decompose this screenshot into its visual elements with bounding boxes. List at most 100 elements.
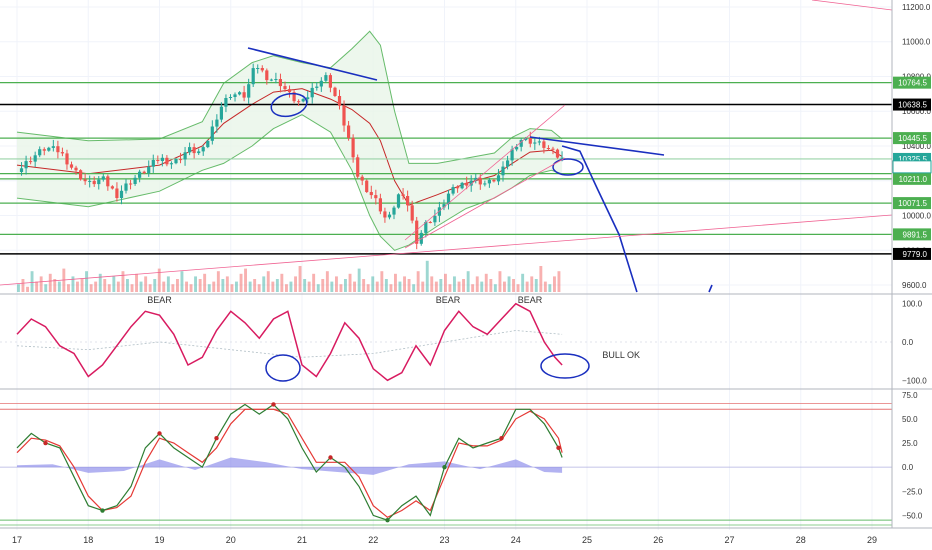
candle-body [428, 222, 432, 223]
volume-bar [375, 281, 379, 292]
candle-body [242, 92, 246, 98]
candle-body [215, 119, 219, 127]
candle-body [260, 68, 264, 71]
x-axis-tick-label: 27 [724, 535, 734, 545]
volume-bar [30, 271, 34, 292]
price-level-tag [893, 132, 931, 145]
candle-body [51, 146, 55, 148]
candle-body [206, 140, 210, 148]
volume-bar [189, 284, 193, 292]
candle-body [424, 222, 428, 233]
volume-bar [235, 281, 238, 292]
candle-body [333, 87, 337, 96]
projection-path[interactable] [561, 145, 638, 293]
candle-body [124, 183, 128, 191]
highlight-circle-2[interactable] [552, 158, 584, 176]
volume-bar [453, 276, 456, 292]
osc2-cross-dot [100, 508, 105, 513]
volume-bar [216, 271, 220, 292]
volume-bar [416, 271, 420, 292]
volume-bar [239, 273, 243, 292]
candle-body [156, 160, 160, 161]
volume-bar [85, 271, 88, 292]
candle-body [92, 180, 96, 185]
candle-body [115, 188, 119, 198]
osc1-signal-label: BEAR [518, 295, 543, 305]
volume-bar [507, 276, 511, 292]
osc2-cross-dot [385, 517, 390, 523]
candle-body [42, 149, 46, 151]
candle-body [492, 179, 496, 182]
volume-bar [444, 273, 447, 292]
volume-bar [403, 276, 406, 292]
candle-body [365, 180, 369, 192]
volume-bar [135, 273, 138, 292]
osc2-axis-tick-label: 75.0 [902, 391, 918, 400]
candle-body [551, 148, 555, 150]
volume-bar [89, 284, 93, 292]
volume-bar [39, 276, 43, 292]
candle-body [224, 98, 228, 107]
volume-bar [71, 276, 75, 292]
volume-bar [335, 276, 338, 292]
candle-body [265, 70, 269, 81]
volume-bar [44, 284, 48, 292]
channel-line-lower [404, 157, 566, 249]
x-axis-tick-label: 20 [226, 535, 236, 545]
candle-body [533, 142, 537, 144]
highlight-circle-3[interactable] [265, 354, 301, 382]
oscillator-panel-2[interactable] [0, 402, 892, 526]
x-axis-tick-label: 17 [12, 535, 22, 545]
volume-bar [539, 266, 543, 292]
highlight-circle-4[interactable] [540, 353, 590, 379]
candle-body [274, 79, 278, 80]
oscillator-panel-1[interactable]: BEAR BEAR BEAR BULL OK [0, 295, 892, 382]
candle-body [269, 79, 273, 81]
osc2-histogram [17, 457, 563, 475]
candle-body [456, 187, 460, 189]
osc2-cross-dot [157, 431, 162, 436]
osc2-k-line [16, 403, 563, 521]
volume-bar [521, 273, 525, 292]
volume-bar [348, 273, 352, 292]
candle-body [160, 157, 164, 161]
price-panel[interactable] [0, 0, 893, 293]
volume-bar [289, 281, 293, 292]
trendline-resistance-1[interactable] [247, 47, 378, 81]
volume-bar [516, 284, 520, 292]
osc1-axis-tick-label: 100.0 [902, 300, 923, 309]
candle-body [238, 92, 242, 95]
candle-body [101, 176, 105, 180]
long-trendline [0, 214, 893, 286]
candle-body [129, 183, 133, 185]
volume-bar [330, 281, 334, 292]
candle-body [138, 171, 142, 178]
candle-body [537, 141, 541, 143]
volume-bar [489, 279, 493, 292]
volume-bar [303, 279, 307, 292]
volume-bar [325, 271, 329, 292]
volume-bar [362, 279, 366, 292]
volume-bar [225, 276, 229, 292]
highlight-circle-1[interactable] [269, 90, 309, 119]
candle-body [297, 101, 301, 103]
volume-bar [493, 284, 497, 292]
candle-body [483, 183, 487, 185]
candle-body [133, 177, 137, 184]
volume-bar [394, 273, 397, 292]
candle-body [519, 140, 523, 147]
candle-body [383, 211, 387, 218]
volume-bar [448, 284, 452, 292]
candle-body [169, 163, 173, 165]
volume-bar [194, 276, 197, 292]
volume-bar [162, 281, 166, 292]
candle-body [337, 96, 342, 106]
volume-bar [543, 281, 547, 292]
volume-bar [116, 281, 120, 292]
volume-bar [548, 284, 552, 292]
volume-bar [53, 279, 57, 292]
candle-body [192, 147, 196, 154]
trendline-resistance-2[interactable] [529, 136, 665, 156]
candle-body [178, 159, 183, 161]
